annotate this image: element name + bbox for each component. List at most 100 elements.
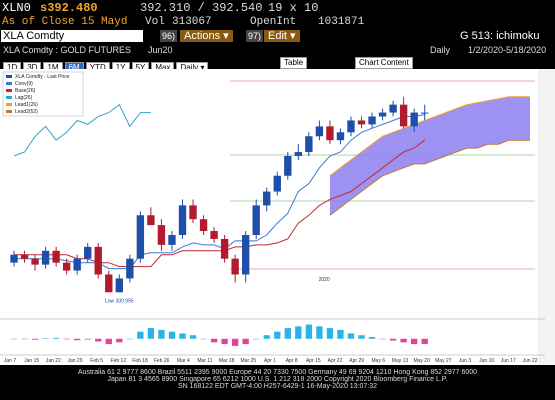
x-tick-label: Feb 5 bbox=[90, 358, 103, 364]
macd-bar bbox=[21, 338, 28, 340]
x-tick-label: Jun 3 bbox=[459, 358, 471, 364]
macd-bar bbox=[116, 338, 123, 343]
footer-line: SN 168122 EDT GMT-4:00 H257-6429-1 16-Ma… bbox=[177, 383, 378, 390]
candle-body bbox=[378, 112, 387, 117]
footer: Australia 61 2 9777 8600 Brazil 5511 239… bbox=[0, 369, 555, 400]
candle-body bbox=[115, 278, 123, 293]
macd-bar bbox=[379, 338, 386, 340]
lead1-line bbox=[329, 96, 530, 177]
candle-body bbox=[157, 225, 166, 245]
candle-body bbox=[336, 132, 345, 141]
candle-body bbox=[305, 136, 313, 153]
macd-bar bbox=[137, 331, 144, 339]
candle-body bbox=[178, 205, 187, 235]
x-tick-label: Feb 26 bbox=[154, 358, 170, 364]
macd-bar bbox=[189, 335, 197, 339]
as-of: As of Close 15 Mayd bbox=[2, 16, 128, 28]
macd-bar bbox=[221, 338, 228, 345]
candle-body bbox=[168, 235, 176, 245]
candle-body bbox=[399, 104, 408, 127]
macd-bar bbox=[52, 337, 60, 339]
open-interest-label: OpenInt bbox=[250, 16, 297, 28]
macd-bar bbox=[316, 326, 323, 339]
legend-label: XLA Comdty - Last Price bbox=[15, 74, 70, 80]
candle-body bbox=[273, 175, 281, 192]
actions-menu[interactable]: Actions ▾ bbox=[180, 30, 233, 42]
legend-label: Conv(9) bbox=[15, 81, 33, 87]
x-tick-label: Apr 1 bbox=[264, 358, 276, 364]
contract: Jun20 bbox=[148, 45, 173, 55]
footer-line: Australia 61 2 9777 8600 Brazil 5511 239… bbox=[77, 369, 478, 376]
candle-body bbox=[315, 126, 324, 137]
function-name: G 513: ichimoku bbox=[460, 30, 540, 42]
candle-body bbox=[147, 215, 155, 226]
table-button[interactable]: Table bbox=[280, 57, 308, 69]
candle-body bbox=[347, 120, 355, 133]
candle-body bbox=[189, 205, 197, 220]
x-tick-label: Apr 29 bbox=[349, 358, 364, 364]
macd-bar bbox=[231, 338, 239, 346]
candle-body bbox=[126, 258, 134, 279]
legend-swatch bbox=[6, 89, 12, 92]
chart-content-button[interactable]: Chart Content bbox=[355, 57, 413, 69]
macd-bar bbox=[242, 338, 249, 345]
date-range: 1/2/2020-5/18/2020 bbox=[468, 45, 547, 55]
open-interest: 1031871 bbox=[318, 16, 365, 28]
year-label: 2020 bbox=[319, 277, 330, 283]
edit-number: 97) bbox=[246, 30, 264, 42]
x-tick-label: Jan 22 bbox=[46, 358, 61, 364]
legend-swatch bbox=[6, 75, 12, 78]
macd-bar bbox=[400, 338, 407, 343]
price-axis bbox=[538, 69, 555, 365]
range-buttons: 1D 3D 1M 6M YTD 1Y 5Y Max Daily ▾ bbox=[3, 57, 555, 74]
candle-body bbox=[263, 191, 271, 206]
macd-bar bbox=[126, 338, 133, 340]
x-tick-label: Jan 29 bbox=[67, 358, 82, 364]
ichimoku-cloud bbox=[329, 96, 530, 216]
macd-bar bbox=[284, 328, 291, 339]
candle-body bbox=[326, 126, 334, 141]
macd-bar bbox=[326, 328, 334, 339]
x-tick-label: Apr 15 bbox=[306, 358, 321, 364]
x-tick-label: Mar 25 bbox=[241, 358, 257, 364]
macd-bar bbox=[368, 337, 376, 339]
candle-body bbox=[410, 112, 418, 127]
bid-ask: 392.310 / 392.540 bbox=[140, 1, 263, 15]
candle-body bbox=[84, 246, 92, 259]
macd-bar bbox=[337, 329, 344, 339]
macd-bar bbox=[158, 329, 165, 339]
indicator-line bbox=[14, 139, 426, 268]
edit-menu[interactable]: Edit ▾ bbox=[264, 30, 300, 42]
x-tick-label: Jun 17 bbox=[501, 358, 516, 364]
last-price: s392.480 bbox=[40, 1, 98, 15]
macd-bar bbox=[305, 324, 313, 339]
macd-bar bbox=[42, 338, 49, 339]
macd-bar bbox=[200, 338, 207, 340]
macd-bar bbox=[168, 331, 176, 339]
x-tick-label: Jan 7 bbox=[4, 358, 16, 364]
subheader: XLA Comdty : GOLD FUTURES Jun20 Daily 1/… bbox=[0, 45, 555, 56]
security-field[interactable]: XLA Comdty bbox=[1, 30, 143, 42]
volume: 313067 bbox=[172, 16, 212, 28]
candle-body bbox=[220, 238, 229, 259]
indicator-line bbox=[13, 103, 151, 157]
security-name: XLA Comdty : GOLD FUTURES bbox=[3, 45, 132, 55]
legend-box bbox=[2, 71, 84, 117]
candle-body bbox=[52, 250, 60, 263]
macd-bar bbox=[421, 338, 428, 345]
candle-body bbox=[94, 246, 102, 275]
status-row: As of Close 15 Mayd Vol 313067 OpenInt 1… bbox=[0, 16, 555, 30]
macd-bar bbox=[84, 338, 91, 340]
legend-label: Lead2(52) bbox=[15, 109, 38, 115]
candle-body bbox=[389, 104, 397, 113]
candle-body bbox=[294, 152, 303, 156]
macd-bar bbox=[31, 338, 39, 340]
macd-bar bbox=[63, 338, 70, 340]
candle-body bbox=[31, 258, 39, 265]
legend-swatch bbox=[6, 110, 12, 113]
macd-bar bbox=[347, 333, 355, 339]
toolbar: XLA Comdty 96) Actions ▾ 97) Edit ▾ G 51… bbox=[0, 30, 555, 44]
macd-bar bbox=[358, 335, 365, 339]
macd-bar bbox=[253, 338, 260, 340]
legend-label: Base(26) bbox=[15, 88, 36, 94]
